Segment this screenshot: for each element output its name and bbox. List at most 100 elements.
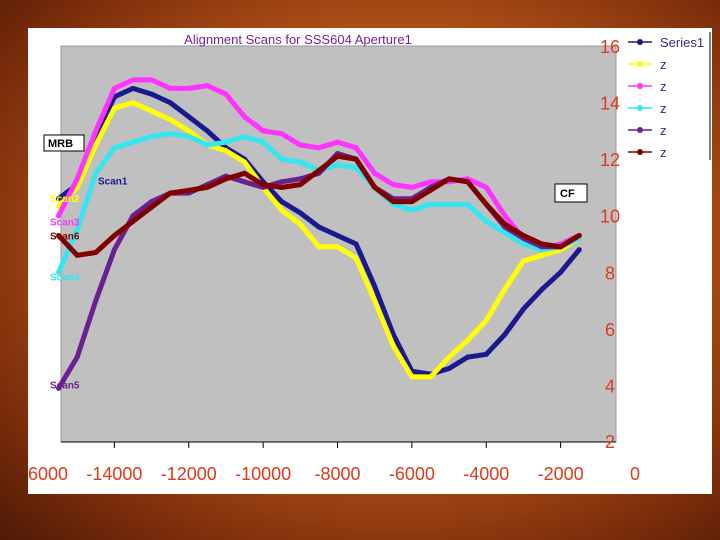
data-point xyxy=(353,165,359,171)
legend-swatch-marker xyxy=(637,39,643,45)
data-point xyxy=(353,156,359,162)
data-point xyxy=(539,252,545,258)
data-point xyxy=(130,218,136,224)
data-point xyxy=(242,179,247,185)
data-point xyxy=(111,233,117,238)
data-point xyxy=(111,85,117,91)
x-tick-label: -6000 xyxy=(389,464,435,484)
data-point xyxy=(483,317,489,323)
data-point xyxy=(149,204,155,210)
data-point xyxy=(279,179,285,185)
data-point xyxy=(316,168,322,173)
data-point xyxy=(372,170,378,176)
data-point xyxy=(204,184,210,190)
data-point xyxy=(111,105,117,111)
data-point xyxy=(353,241,359,247)
data-point xyxy=(428,201,433,207)
data-point xyxy=(167,100,173,106)
data-point xyxy=(558,244,564,250)
legend-label: z xyxy=(660,79,667,94)
data-point xyxy=(149,77,155,83)
data-point xyxy=(149,108,155,114)
chart-panel: Alignment Scans for SSS604 Aperture1 -16… xyxy=(28,28,712,494)
mrb-label: MRB xyxy=(48,138,73,150)
scan-label: Scan4 xyxy=(50,272,80,283)
data-point xyxy=(279,156,285,162)
data-point xyxy=(335,162,340,168)
data-point xyxy=(204,128,210,134)
x-tick-label: -10000 xyxy=(235,464,291,484)
data-point xyxy=(111,145,117,151)
scan-label: Scan1 xyxy=(98,177,128,188)
data-point xyxy=(502,332,508,337)
data-point xyxy=(428,374,433,380)
data-point xyxy=(297,176,303,182)
chart-svg: Alignment Scans for SSS604 Aperture1 -16… xyxy=(28,32,711,484)
x-tick-label: -14000 xyxy=(86,464,142,484)
data-point xyxy=(502,213,508,219)
data-point xyxy=(242,170,247,176)
data-point xyxy=(56,385,62,391)
data-point xyxy=(167,190,173,196)
data-point xyxy=(297,159,303,165)
data-point xyxy=(186,134,192,139)
mrb-box xyxy=(43,134,85,152)
data-point xyxy=(242,134,247,139)
data-point xyxy=(297,221,303,227)
data-point xyxy=(93,128,99,134)
y-tick-label: 10 xyxy=(600,207,620,227)
legend-swatch-marker xyxy=(637,61,643,67)
data-point xyxy=(93,170,99,176)
data-point xyxy=(149,134,155,139)
data-point xyxy=(279,207,285,213)
legend-label: Series1 xyxy=(660,35,704,50)
data-point xyxy=(260,182,266,188)
data-point xyxy=(539,241,545,247)
data-point xyxy=(576,247,582,253)
legend-swatch-marker xyxy=(637,105,643,111)
data-point xyxy=(465,354,471,360)
data-point xyxy=(316,244,322,250)
data-point xyxy=(465,201,471,207)
data-point xyxy=(372,283,378,289)
data-point xyxy=(409,184,415,190)
data-point xyxy=(74,252,80,258)
data-point xyxy=(353,145,359,151)
chart-title: Alignment Scans for SSS604 Aperture1 xyxy=(184,32,412,47)
data-point xyxy=(390,182,396,188)
data-point xyxy=(167,85,173,91)
legend-label: z xyxy=(660,123,667,138)
data-point xyxy=(56,213,62,219)
scan-label: Scan2 xyxy=(50,194,80,205)
x-tick-label: -4000 xyxy=(463,464,509,484)
scan-labels: Scan1 Scan2 Scan3 Scan4 Scan5 Scan6 xyxy=(50,177,128,392)
data-point xyxy=(297,142,303,148)
data-point xyxy=(74,354,80,360)
data-point xyxy=(93,142,99,148)
legend-label: z xyxy=(660,101,667,116)
data-point xyxy=(390,332,396,337)
data-point xyxy=(186,187,192,193)
scan-label: Scan3 xyxy=(50,218,80,229)
data-point xyxy=(223,148,229,154)
data-point xyxy=(260,139,266,145)
y-tick-label: 16 xyxy=(600,37,620,57)
legend-label: z xyxy=(660,57,667,72)
data-point xyxy=(465,179,471,185)
data-point xyxy=(149,199,155,205)
data-point xyxy=(297,210,303,216)
data-point xyxy=(483,201,489,207)
x-tick-label: -12000 xyxy=(161,464,217,484)
data-point xyxy=(539,286,545,292)
y-tick-label: 6 xyxy=(605,320,615,340)
legend-swatch-marker xyxy=(637,149,643,155)
data-point xyxy=(465,337,471,343)
data-point xyxy=(502,221,508,227)
scan-label: Scan5 xyxy=(50,380,80,391)
data-point xyxy=(130,139,136,145)
data-point xyxy=(446,354,452,360)
data-point xyxy=(74,176,80,182)
